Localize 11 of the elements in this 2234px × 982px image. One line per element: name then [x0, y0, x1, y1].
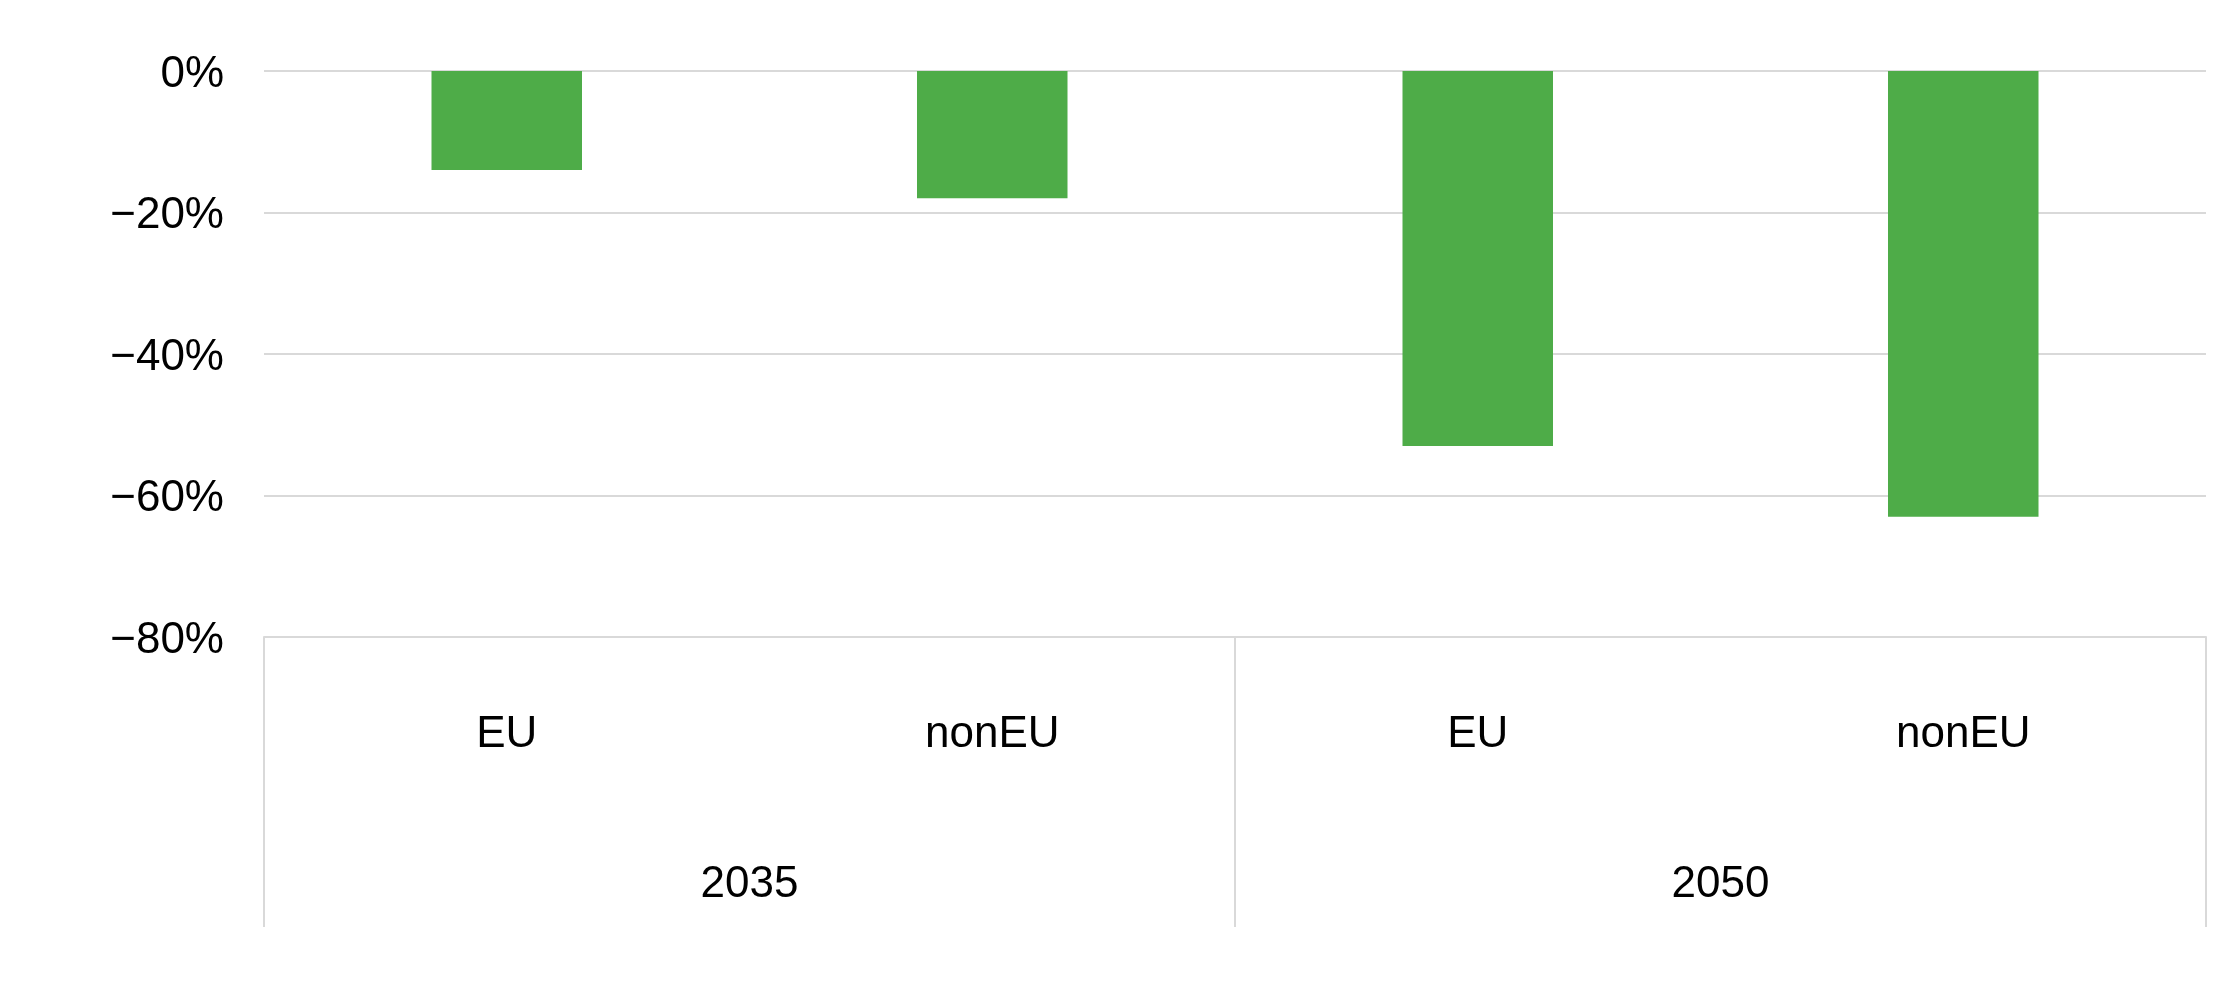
text: 2035	[700, 856, 799, 906]
text: 2050	[1671, 856, 1770, 906]
y-tick-label: −40%	[110, 329, 224, 379]
x-tick-label: nonEU	[924, 706, 1060, 756]
x-tick-label: EU	[1447, 706, 1509, 756]
x-tick-label: EU	[476, 706, 538, 756]
y-tick-label: −20%	[110, 188, 224, 237]
y-tick-label: −80%	[110, 612, 224, 662]
y-tick-label: 0%	[160, 46, 224, 96]
x-tick-label: nonEU	[1895, 706, 2031, 756]
y-tick-label: −60%	[110, 471, 224, 520]
